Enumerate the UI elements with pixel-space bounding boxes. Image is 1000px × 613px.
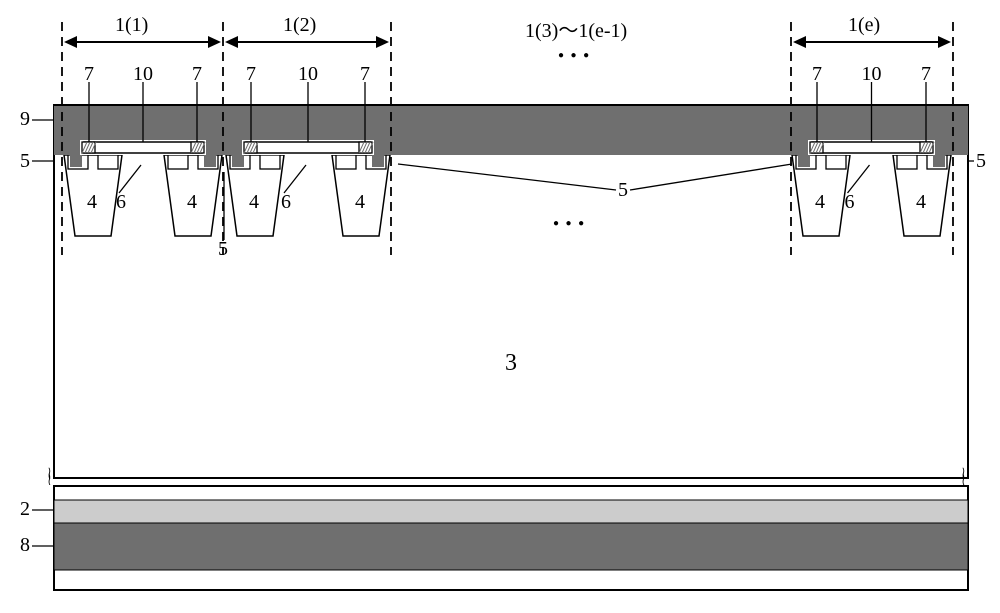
svg-text:4: 4: [355, 191, 365, 213]
svg-text:7: 7: [360, 63, 370, 85]
diagram-canvas: 710744671074467107446 1(1) 1(2) 1(3)～1(e…: [0, 0, 1000, 613]
break-mark-right: ≀≀: [961, 470, 965, 482]
label-5-pointer: 5: [618, 179, 628, 202]
label-3: 3: [505, 350, 517, 377]
label-8: 8: [20, 534, 30, 557]
label-9: 9: [20, 108, 30, 131]
svg-text:10: 10: [133, 63, 153, 85]
label-2: 2: [20, 498, 30, 521]
svg-text:6: 6: [845, 191, 855, 213]
mid-ellipsis: ● ● ●: [553, 218, 586, 229]
section-label-3: 1(3)～1(e-1): [525, 14, 627, 43]
svg-text:10: 10: [862, 63, 882, 85]
diagram-svg: 710744671074467107446: [0, 0, 1000, 613]
section-label-1: 1(1): [115, 14, 148, 37]
top-ellipsis: ● ● ●: [558, 50, 591, 61]
svg-text:4: 4: [187, 191, 197, 213]
svg-text:7: 7: [246, 63, 256, 85]
svg-text:4: 4: [815, 191, 825, 213]
label-5-left: 5: [20, 150, 30, 173]
label-5-right: 5: [976, 150, 986, 173]
label-5-under: 5: [218, 238, 228, 261]
svg-text:6: 6: [116, 191, 126, 213]
break-mark-left: ≀≀: [47, 470, 51, 482]
svg-text:6: 6: [281, 191, 291, 213]
svg-text:4: 4: [87, 191, 97, 213]
svg-text:7: 7: [192, 63, 202, 85]
svg-text:7: 7: [812, 63, 822, 85]
svg-text:4: 4: [916, 191, 926, 213]
svg-text:7: 7: [84, 63, 94, 85]
svg-text:7: 7: [921, 63, 931, 85]
section-label-2: 1(2): [283, 14, 316, 37]
svg-text:10: 10: [298, 63, 318, 85]
svg-text:4: 4: [249, 191, 259, 213]
section-label-e: 1(e): [848, 14, 880, 37]
